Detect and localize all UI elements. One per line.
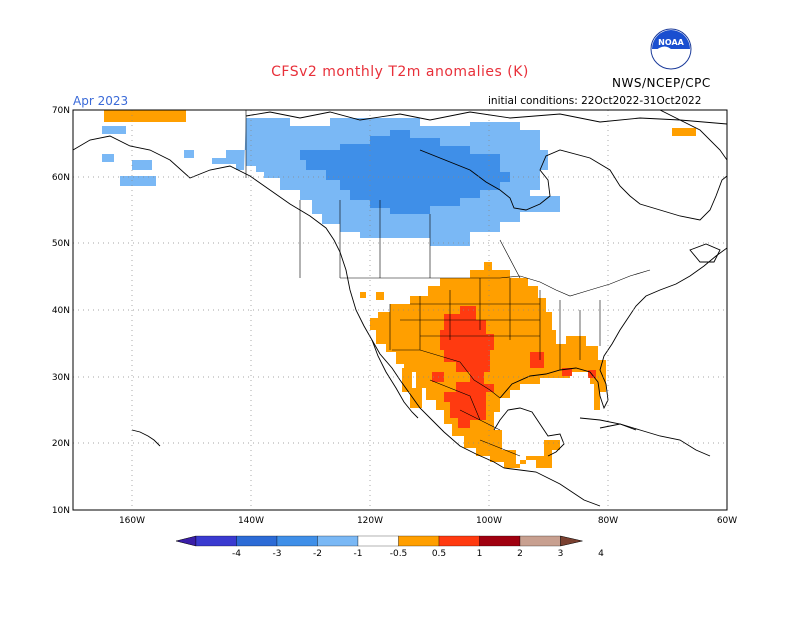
lon-tick-label: 120W: [357, 516, 383, 526]
colorbar-label: 3: [558, 549, 564, 559]
cold-anomaly-core: [300, 130, 510, 214]
mexico-states: [429, 379, 521, 457]
colorbar-swatch: [357, 535, 399, 547]
lon-tick-label: 60W: [717, 516, 737, 526]
coast-greenland: [659, 110, 727, 161]
coast-hawaii: [131, 429, 161, 447]
colorbar-label: -0.5: [390, 549, 408, 559]
lon-tick-label: 80W: [598, 516, 618, 526]
lat-tick-label: 30N: [52, 373, 70, 383]
colorbar-swatch: [398, 535, 440, 547]
hot-anomaly: [440, 306, 494, 428]
lon-tick-label: 160W: [119, 516, 145, 526]
agency-label: NWS/NCEP/CPC: [612, 76, 711, 90]
coast-yucatan: [493, 407, 565, 457]
coast-newfoundland: [689, 243, 721, 263]
map-title: CFSv2 monthly T2m anomalies (K): [271, 64, 529, 80]
colorbar-label: -4: [232, 549, 241, 559]
lat-axis: 70N 60N 50N 40N 30N 20N 10N: [52, 106, 70, 516]
lon-axis: 160W 140W 120W 100W 80W 60W: [119, 516, 737, 526]
colorbar-label: -1: [354, 549, 363, 559]
border-us-canada: [340, 269, 651, 297]
state-lines: [389, 278, 601, 370]
colorbar-swatch: [317, 535, 359, 547]
initial-conditions: initial conditions: 22Oct2022-31Oct2022: [488, 95, 702, 107]
colorbar-swatch: [479, 535, 521, 547]
lat-tick-label: 40N: [52, 306, 70, 316]
lon-tick-label: 100W: [476, 516, 502, 526]
colorbar-label: -2: [313, 549, 322, 559]
colorbar-swatch: [438, 535, 480, 547]
svg-text:NOAA: NOAA: [658, 38, 684, 47]
colorbar-arrow-high: [560, 535, 583, 547]
lat-tick-label: 70N: [52, 106, 70, 116]
coast-west: [73, 135, 601, 507]
lat-tick-label: 60N: [52, 173, 70, 183]
lat-tick-label: 50N: [52, 239, 70, 249]
lon-tick-label: 140W: [238, 516, 264, 526]
canada-provinces: [299, 200, 521, 279]
plot-frame: [72, 109, 728, 511]
colorbar-swatch: [519, 535, 561, 547]
colorbar-label: 4: [598, 549, 604, 559]
noaa-logo: NOAA: [650, 28, 692, 74]
coast-cuba: [579, 417, 637, 431]
coast-arctic: [245, 111, 727, 125]
colorbar-swatch: [276, 535, 318, 547]
colorbar-label: 1: [477, 549, 483, 559]
colorbar-label: 2: [517, 549, 523, 559]
coast-hudson: [419, 149, 727, 221]
colorbar-arrow-low: [175, 535, 197, 547]
colorbar-label: 0.5: [432, 549, 446, 559]
coast-baja: [371, 339, 419, 419]
colorbar-label: -3: [273, 549, 282, 559]
colorbar: -4 -3 -2 -1 -0.5 0.5 1 2 3 4: [175, 535, 604, 559]
forecast-month: Apr 2023: [73, 94, 129, 108]
lat-tick-label: 20N: [52, 439, 70, 449]
colorbar-swatch: [195, 535, 237, 547]
colorbar-swatch: [236, 535, 278, 547]
lat-tick-label: 10N: [52, 506, 70, 516]
